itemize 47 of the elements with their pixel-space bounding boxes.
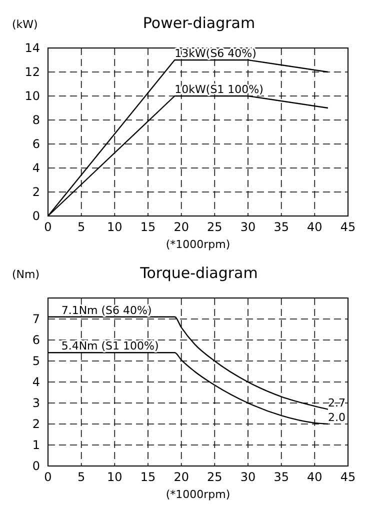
y-tick-label: 6: [32, 137, 40, 152]
y-tick-label: 0: [32, 459, 40, 474]
x-tick-label: 25: [207, 220, 222, 234]
x-tick-label: 0: [44, 220, 52, 234]
annotation: 10kW(S1 100%): [174, 83, 264, 96]
y-tick-label: 0: [32, 209, 40, 224]
x-tick-label: 15: [140, 220, 156, 234]
x-tick-label: 40: [307, 470, 322, 484]
x-tick-label: 30: [240, 470, 256, 484]
y-tick-label: 2: [32, 185, 40, 200]
y-tick-label: 3: [32, 396, 40, 410]
x-tick-label: 45: [340, 470, 356, 484]
chart-title: Power-diagram: [142, 14, 256, 32]
annotation: 2.0: [328, 411, 346, 424]
x-tick-label: 10: [107, 470, 122, 484]
annotation: 13kW(S6 40%): [174, 47, 256, 60]
y-tick-label: 5: [32, 354, 40, 368]
x-tick-label: 25: [207, 470, 222, 484]
y-tick-label: 1: [32, 438, 40, 452]
x-tick-label: 45: [340, 220, 356, 234]
y-tick-label: 7: [32, 312, 40, 326]
x-axis-title: (*1000rpm): [166, 238, 230, 251]
annotation: 2.7: [328, 396, 346, 410]
x-tick-label: 35: [274, 470, 289, 484]
y-tick-label: 10: [24, 89, 40, 104]
y-tick-label: 4: [32, 161, 40, 176]
y-tick-label: 2: [32, 417, 40, 432]
x-tick-label: 5: [78, 470, 86, 484]
chart-title: Torque-diagram: [139, 264, 258, 282]
y-tick-label: 4: [32, 375, 40, 390]
x-tick-label: 20: [174, 220, 189, 234]
annotation: 7.1Nm (S6 40%): [61, 304, 152, 317]
x-tick-label: 0: [44, 470, 52, 484]
y-tick-label: 12: [24, 65, 40, 80]
x-tick-label: 10: [107, 220, 122, 234]
y-axis-title: (Nm): [12, 268, 40, 281]
y-tick-label: 14: [24, 41, 40, 56]
x-tick-label: 40: [307, 220, 322, 234]
x-tick-label: 15: [140, 470, 156, 484]
y-tick-label: 8: [32, 113, 40, 128]
x-axis-title: (*1000rpm): [166, 488, 230, 501]
x-tick-label: 30: [240, 220, 256, 234]
x-tick-label: 35: [274, 220, 289, 234]
y-axis-title: (kW): [12, 18, 38, 31]
y-tick-label: 6: [32, 333, 40, 348]
x-tick-label: 5: [78, 220, 86, 234]
x-tick-label: 20: [174, 470, 189, 484]
